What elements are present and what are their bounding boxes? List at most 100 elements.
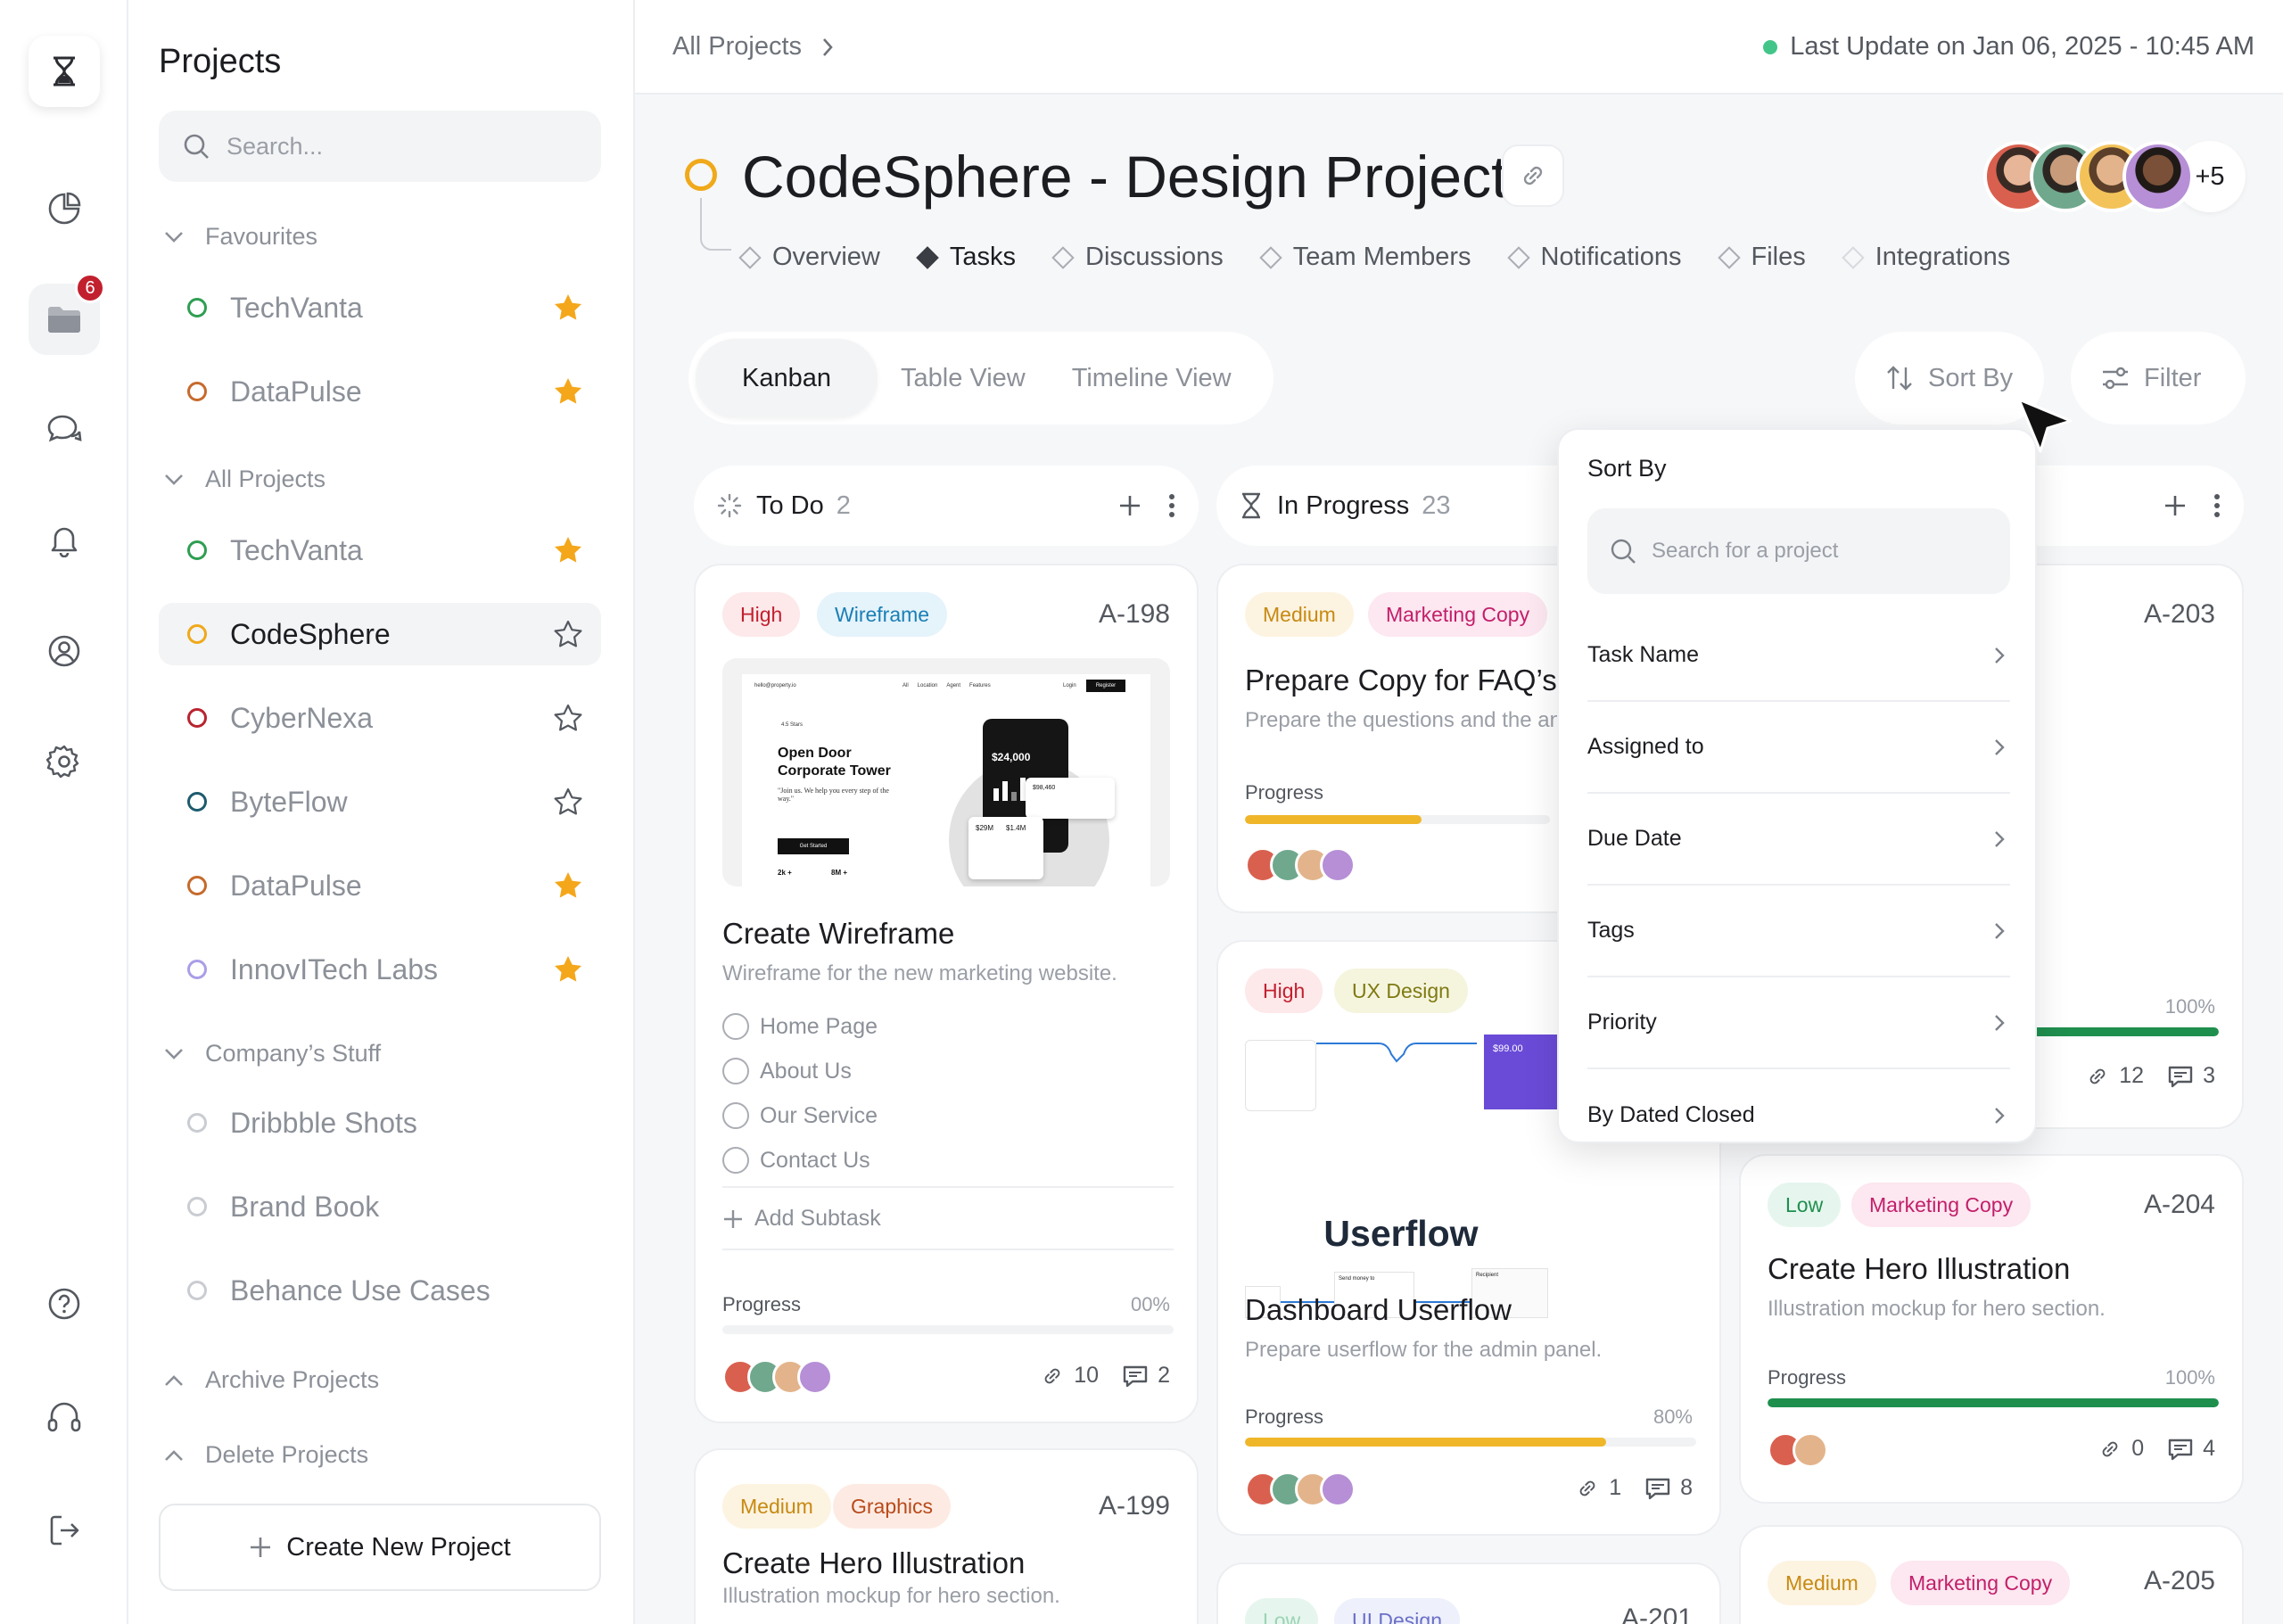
sidebar-item-label: ByteFlow xyxy=(230,785,348,818)
breadcrumb-all-projects[interactable]: All Projects xyxy=(672,32,803,61)
chevron-down-icon xyxy=(165,1048,183,1059)
create-project-button[interactable]: Create New Project xyxy=(159,1504,601,1591)
sort-option-tags[interactable]: Tags xyxy=(1587,886,2010,977)
checkbox[interactable] xyxy=(722,1058,749,1084)
search-icon xyxy=(184,134,209,159)
assignee-avatars[interactable] xyxy=(722,1359,833,1395)
category-tag: Marketing Copy xyxy=(1851,1183,2032,1227)
tab-discussions[interactable]: Discussions xyxy=(1051,243,1224,272)
search-input[interactable]: Search... xyxy=(227,132,324,160)
task-title: Create Hero Illustration xyxy=(1768,1252,2071,1285)
sidebar-item-techvanta[interactable]: TechVanta xyxy=(159,276,601,339)
tab-overview[interactable]: Overview xyxy=(738,243,880,272)
add-task-icon[interactable] xyxy=(2163,494,2187,517)
tab-integrations[interactable]: Integrations xyxy=(1842,243,2010,272)
more-vertical-icon[interactable] xyxy=(2213,493,2221,518)
tab-tasks[interactable]: Tasks xyxy=(916,243,1016,272)
subtask-item[interactable]: About Us xyxy=(722,1058,852,1084)
dropdown-search[interactable]: Search for a project xyxy=(1587,508,2010,594)
view-table-view[interactable]: Table View xyxy=(901,363,1026,392)
chat-icon xyxy=(47,415,82,442)
comments-count: 4 xyxy=(2203,1436,2215,1461)
project-dot xyxy=(187,624,207,644)
plus-icon xyxy=(724,1209,742,1228)
star-filled-icon[interactable] xyxy=(553,293,583,323)
sidebar-item-brand-book[interactable]: Brand Book xyxy=(159,1175,601,1238)
subtask-item[interactable]: Home Page xyxy=(722,1013,878,1040)
tab-team-members[interactable]: Team Members xyxy=(1258,243,1471,272)
section-all-projects[interactable]: All Projects xyxy=(164,466,326,493)
sort-option-priority[interactable]: Priority xyxy=(1587,977,2010,1069)
star-filled-icon[interactable] xyxy=(553,954,583,985)
sort-option-by-dated-closed[interactable]: By Dated Closed xyxy=(1587,1069,2010,1161)
team-avatars[interactable]: +5 xyxy=(1983,141,2246,212)
add-subtask-button[interactable]: Add Subtask xyxy=(722,1206,881,1232)
star-outline-icon[interactable] xyxy=(553,703,583,733)
star-outline-icon[interactable] xyxy=(553,787,583,817)
star-filled-icon[interactable] xyxy=(553,870,583,901)
assignee-avatars[interactable] xyxy=(1768,1432,1828,1468)
task-card-a204[interactable]: Low Marketing Copy A-204 Create Hero Ill… xyxy=(1739,1154,2244,1504)
sidebar-search[interactable]: Search... xyxy=(159,111,601,182)
task-card-a199[interactable]: Medium Graphics A-199 Create Hero Illust… xyxy=(694,1448,1199,1624)
section-delete[interactable]: Delete Projects xyxy=(164,1441,368,1469)
sort-option-assigned-to[interactable]: Assigned to xyxy=(1587,702,2010,794)
subtask-item[interactable]: Contact Us xyxy=(722,1147,870,1174)
view-timeline-view[interactable]: Timeline View xyxy=(1071,363,1232,392)
logout-nav[interactable] xyxy=(29,1495,100,1566)
chat-nav[interactable] xyxy=(29,394,100,466)
task-card-a205[interactable]: Medium Marketing Copy A-205 xyxy=(1739,1525,2244,1624)
profile-nav[interactable] xyxy=(29,615,100,687)
dropdown-search-input[interactable]: Search for a project xyxy=(1652,539,1839,563)
tab-notifications[interactable]: Notifications xyxy=(1506,243,1682,272)
task-card-a198[interactable]: High Wireframe A-198 hello@property.io A… xyxy=(694,564,1199,1423)
sidebar-item-innovitech-labs[interactable]: InnovITech Labs xyxy=(159,938,601,1001)
subtask-item[interactable]: Our Service xyxy=(722,1102,878,1129)
app-logo[interactable] xyxy=(29,36,100,107)
sidebar-item-cybernexa[interactable]: CyberNexa xyxy=(159,687,601,749)
task-card-a201[interactable]: Low UI Design A-201 xyxy=(1216,1562,1721,1624)
sidebar-item-codesphere[interactable]: CodeSphere xyxy=(159,603,601,665)
sidebar-item-techvanta[interactable]: TechVanta xyxy=(159,519,601,581)
headset-icon xyxy=(47,1402,81,1432)
assignee-avatars[interactable] xyxy=(1245,847,1356,883)
checkbox[interactable] xyxy=(722,1147,749,1174)
sort-option-task-name[interactable]: Task Name xyxy=(1587,610,2010,702)
settings-nav[interactable] xyxy=(29,726,100,797)
star-filled-icon[interactable] xyxy=(553,376,583,407)
section-company[interactable]: Company’s Stuff xyxy=(164,1040,381,1068)
sidebar-item-behance-use-cases[interactable]: Behance Use Cases xyxy=(159,1259,601,1322)
tab-files[interactable]: Files xyxy=(1717,243,1806,272)
notifications-nav[interactable] xyxy=(29,505,100,576)
sidebar-item-datapulse[interactable]: DataPulse xyxy=(159,360,601,423)
filter-button[interactable]: Filter xyxy=(2071,332,2246,425)
sort-option-due-date[interactable]: Due Date xyxy=(1587,794,2010,886)
help-nav[interactable] xyxy=(29,1268,100,1340)
progress-bar xyxy=(1768,1398,2219,1407)
progress-percent: 00% xyxy=(1130,1293,1170,1315)
view-kanban[interactable]: Kanban xyxy=(696,339,878,417)
sort-button[interactable]: Sort By xyxy=(1855,332,2044,425)
breadcrumb[interactable]: All Projects xyxy=(672,32,834,62)
sidebar-item-dribbble-shots[interactable]: Dribbble Shots xyxy=(159,1092,601,1154)
projects-nav[interactable]: 6 xyxy=(29,273,105,355)
copy-link-button[interactable] xyxy=(1502,144,1564,207)
project-dot xyxy=(187,792,207,812)
task-card-dashboard[interactable]: High UX Design $99.00 Userflow Send mone… xyxy=(1216,940,1721,1536)
add-task-icon[interactable] xyxy=(1118,494,1142,517)
task-description: Prepare the questions and the answers fo… xyxy=(1245,708,1557,732)
more-vertical-icon[interactable] xyxy=(1168,493,1175,518)
sidebar-item-datapulse[interactable]: DataPulse xyxy=(159,854,601,917)
dashboard-nav[interactable] xyxy=(29,173,100,244)
section-favourites[interactable]: Favourites xyxy=(164,223,317,251)
progress-bar xyxy=(1245,1438,1696,1447)
assignee-avatars[interactable] xyxy=(1245,1471,1356,1507)
star-outline-icon[interactable] xyxy=(553,619,583,649)
section-archive[interactable]: Archive Projects xyxy=(164,1366,379,1394)
star-filled-icon[interactable] xyxy=(553,535,583,565)
progress-label: Progress xyxy=(1245,1406,1324,1428)
support-nav[interactable] xyxy=(29,1382,100,1454)
checkbox[interactable] xyxy=(722,1013,749,1040)
sidebar-item-byteflow[interactable]: ByteFlow xyxy=(159,771,601,833)
checkbox[interactable] xyxy=(722,1102,749,1129)
